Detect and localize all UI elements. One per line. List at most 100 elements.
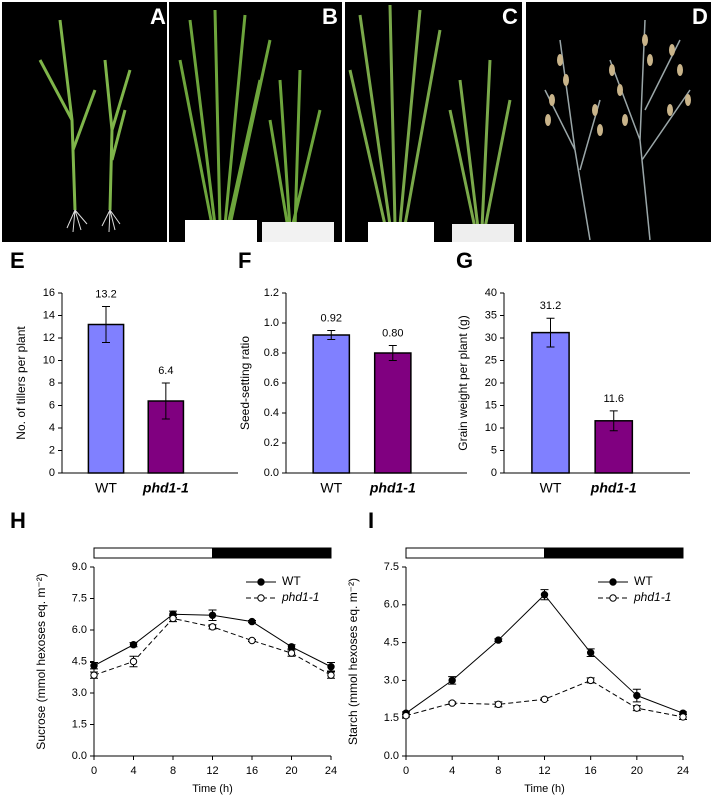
- marker: [248, 636, 256, 645]
- y-tick-label: 0: [491, 467, 497, 479]
- y-tick-label: 15: [485, 399, 497, 411]
- x-tick-label: phd1-1: [142, 480, 189, 496]
- y-tick-label: 0.2: [264, 437, 279, 449]
- y-tick-label: 7.5: [384, 561, 399, 573]
- panel-label: A: [150, 4, 166, 29]
- panel-label: G: [456, 248, 473, 273]
- x-axis-label: Time (h): [192, 783, 233, 795]
- marker: [448, 676, 456, 685]
- y-tick-label: 6.0: [72, 624, 87, 636]
- y-tick-label: 8: [49, 377, 55, 389]
- x-tick-label: 0: [403, 765, 409, 777]
- y-tick-label: 6.0: [384, 599, 399, 611]
- light-period: [405, 547, 545, 559]
- x-tick-label: 24: [677, 765, 689, 777]
- marker: [448, 699, 456, 707]
- marker: [129, 641, 138, 649]
- y-tick-label: 4: [49, 422, 55, 434]
- x-tick-label: 4: [130, 765, 136, 777]
- y-tick-label: 1.0: [264, 317, 279, 329]
- panel-label: E: [10, 248, 25, 273]
- x-tick-label: 20: [631, 765, 643, 777]
- panel-label: F: [238, 248, 251, 273]
- marker: [679, 713, 687, 721]
- marker: [169, 614, 177, 623]
- y-tick-label: 7.5: [72, 592, 87, 604]
- y-tick-label: 3.0: [72, 687, 87, 699]
- bar: [373, 352, 412, 474]
- x-tick-label: WT: [95, 480, 117, 496]
- error-bar: [546, 317, 555, 348]
- marker: [327, 671, 335, 679]
- legend-label: phd1-1: [281, 590, 319, 604]
- x-tick-label: WT: [320, 480, 342, 496]
- y-tick-label: 1.5: [72, 718, 87, 730]
- photo-d: [526, 2, 711, 242]
- y-tick-label: 9.0: [72, 561, 87, 573]
- marker: [208, 623, 217, 631]
- marker: [633, 704, 641, 712]
- marker: [90, 671, 98, 679]
- value-label: 13.2: [95, 288, 116, 300]
- y-tick-label: 16: [43, 287, 55, 299]
- x-tick-label: 4: [449, 765, 455, 777]
- y-tick-label: 4.5: [72, 655, 87, 667]
- y-axis-label: No. of tillers per plant: [14, 326, 28, 440]
- error-bar: [609, 410, 618, 432]
- light-period: [93, 547, 213, 559]
- marker: [494, 700, 503, 709]
- panel-label: H: [10, 508, 26, 533]
- x-tick-label: phd1-1: [369, 480, 416, 496]
- legend-marker: [609, 578, 617, 586]
- y-tick-label: 6: [49, 399, 55, 411]
- error-bar: [388, 345, 397, 361]
- marker: [287, 649, 296, 657]
- marker: [586, 676, 595, 685]
- y-tick-label: 40: [485, 287, 497, 299]
- y-tick-label: 1.5: [384, 712, 399, 724]
- panel-label: I: [368, 508, 374, 533]
- panel-label: C: [502, 4, 518, 29]
- bar: [312, 334, 351, 474]
- value-label: 31.2: [540, 300, 561, 312]
- y-axis-label: Starch (mmol hexoses eq. m⁻²): [346, 578, 360, 745]
- x-tick-label: phd1-1: [590, 480, 637, 496]
- marker: [287, 643, 296, 651]
- y-tick-label: 0.0: [264, 467, 279, 479]
- marker: [633, 691, 641, 700]
- y-tick-label: 5: [491, 444, 497, 456]
- x-tick-label: WT: [540, 480, 562, 496]
- x-tick-label: 0: [91, 765, 97, 777]
- value-label: 6.4: [158, 365, 173, 377]
- x-tick-label: 24: [325, 765, 337, 777]
- y-axis-label: Seed-setting ratio: [238, 336, 252, 430]
- x-tick-label: 16: [585, 765, 597, 777]
- error-bar: [102, 306, 110, 343]
- error-bar: [327, 330, 336, 340]
- marker: [540, 695, 549, 703]
- legend-label: WT: [634, 574, 653, 588]
- photo-b: [169, 2, 342, 242]
- marker: [586, 648, 595, 657]
- legend-marker: [257, 594, 265, 602]
- marker: [402, 711, 410, 720]
- bar: [87, 323, 125, 474]
- y-tick-label: 35: [485, 309, 497, 321]
- x-tick-label: 8: [170, 765, 176, 777]
- legend-marker: [609, 594, 617, 602]
- y-axis-label: Sucrose (mmol hexoses eq. m⁻²): [34, 573, 48, 749]
- y-tick-label: 10: [43, 354, 55, 366]
- marker: [540, 591, 549, 599]
- dark-period: [212, 547, 332, 559]
- y-axis-label: Grain weight per plant (g): [456, 315, 470, 450]
- marker: [494, 636, 503, 644]
- series-line: [405, 593, 684, 714]
- y-tick-label: 4.5: [384, 637, 399, 649]
- y-tick-label: 30: [485, 332, 497, 344]
- x-tick-label: 20: [285, 765, 297, 777]
- x-tick-label: 12: [538, 765, 550, 777]
- y-tick-label: 0.6: [264, 377, 279, 389]
- bar: [531, 331, 570, 474]
- legend-label: WT: [282, 574, 301, 588]
- panel-label: B: [322, 4, 338, 29]
